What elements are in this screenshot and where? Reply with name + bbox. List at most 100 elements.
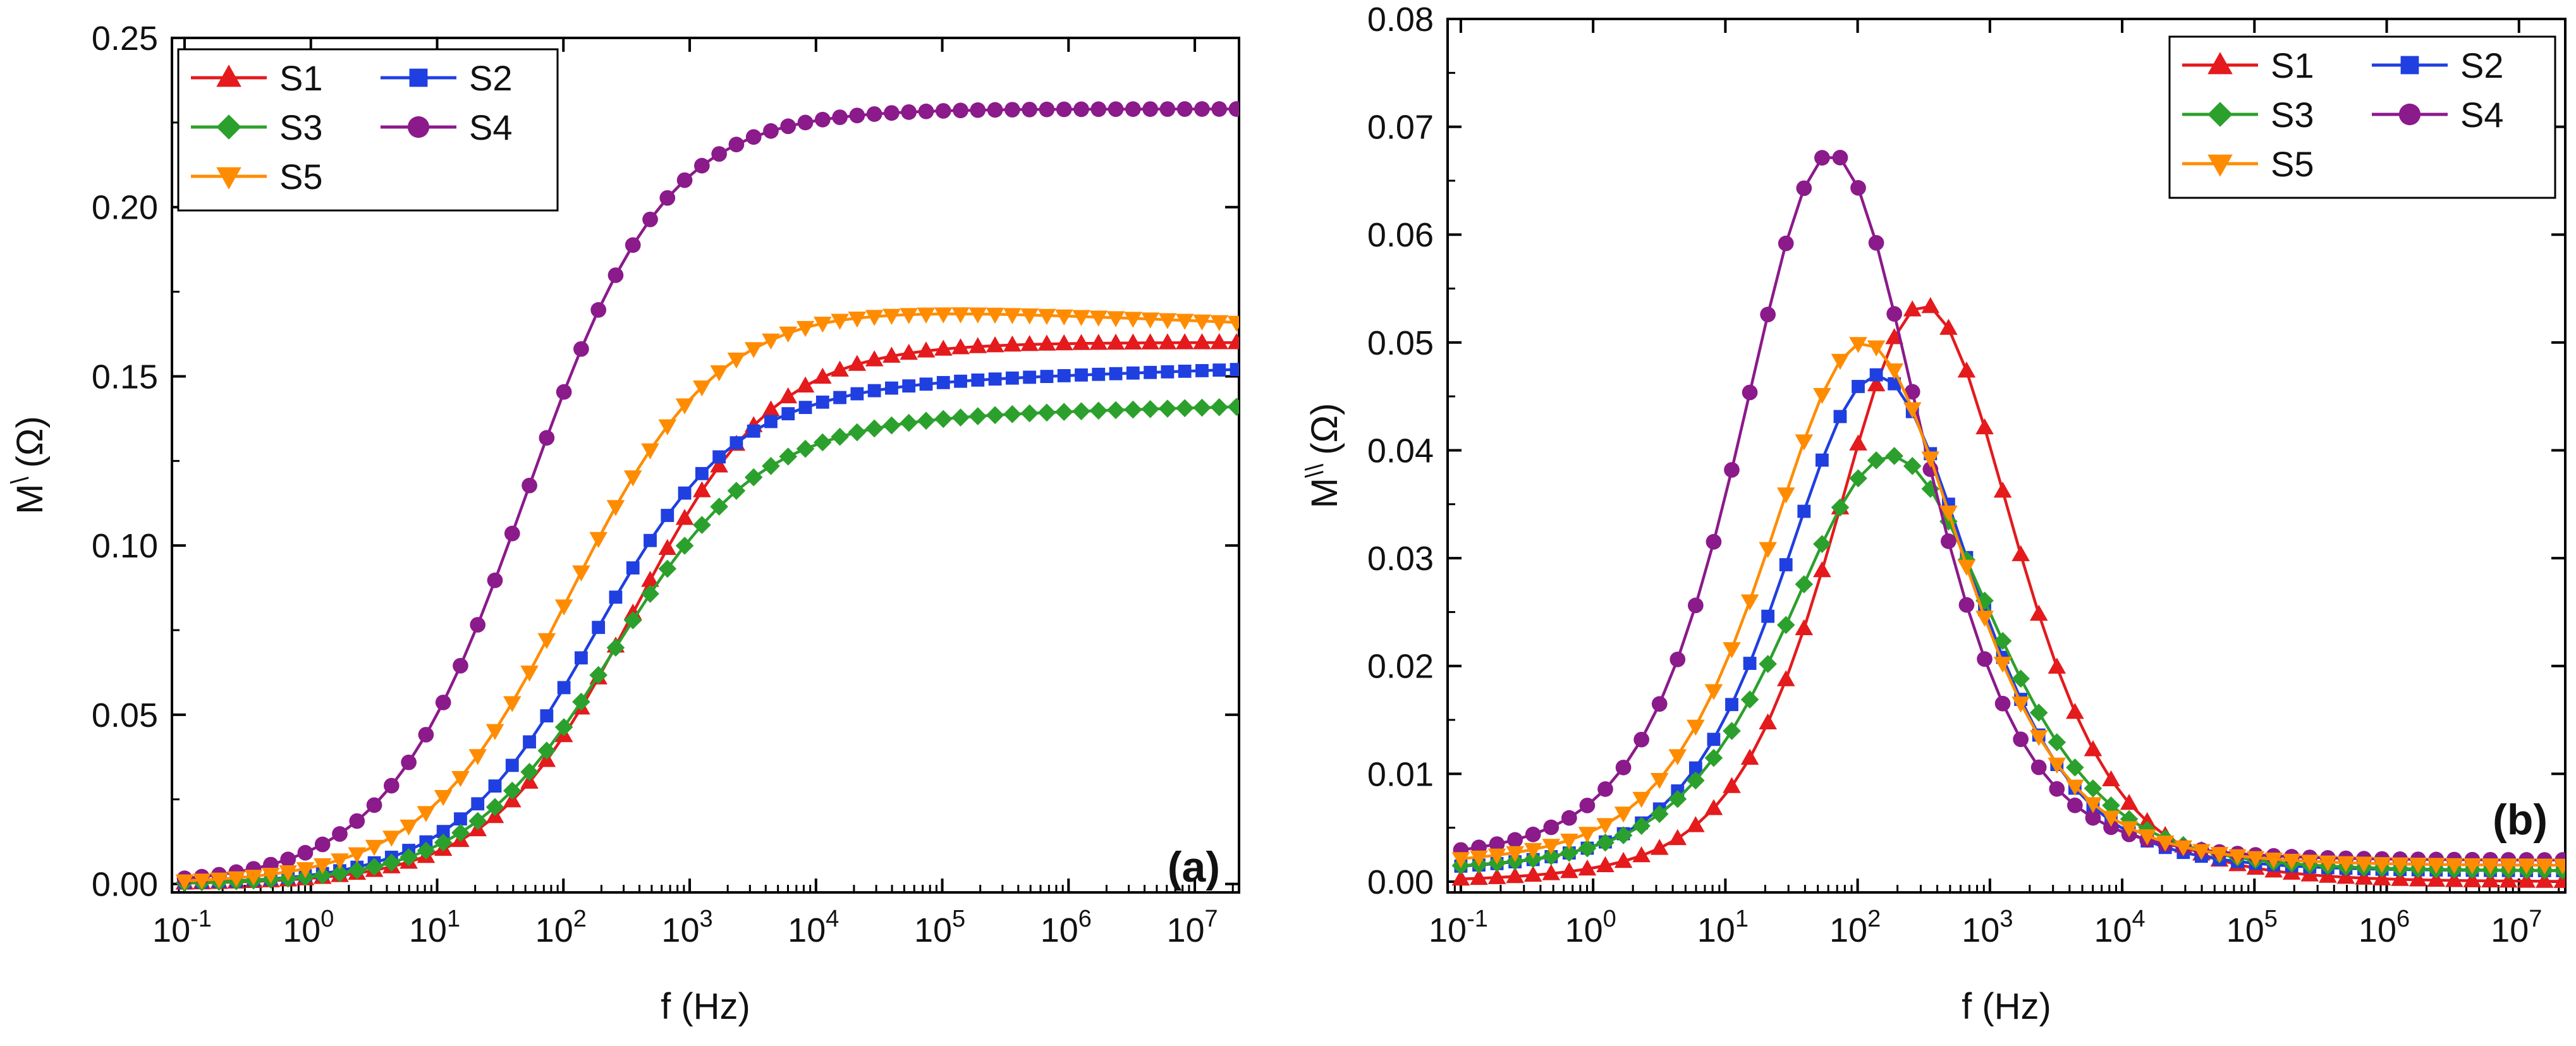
x-tick-label: 103 — [1962, 906, 2013, 949]
y-tick-label: 0.15 — [92, 358, 158, 396]
data-point-S2 — [574, 651, 588, 665]
x-tick-label: 107 — [1166, 906, 1218, 949]
data-point-S5 — [1975, 611, 1994, 627]
data-point-S4 — [1108, 101, 1124, 118]
data-point-S4 — [676, 172, 693, 188]
data-point-S4 — [625, 237, 641, 253]
x-tick-label: 105 — [914, 906, 965, 949]
data-point-S4 — [1597, 781, 1613, 797]
data-point-S5 — [2084, 797, 2103, 813]
data-point-S3 — [1813, 535, 1831, 554]
x-axis-label: f (Hz) — [661, 986, 750, 1027]
data-point-S3 — [727, 482, 746, 500]
data-point-S1 — [968, 337, 987, 353]
data-point-S3 — [779, 447, 798, 466]
data-point-S1 — [2499, 872, 2518, 888]
data-point-S5 — [2011, 696, 2030, 713]
data-point-S3 — [762, 456, 780, 475]
data-point-S1 — [900, 343, 919, 360]
data-point-S2 — [1852, 380, 1865, 393]
data-point-S4 — [1742, 384, 1758, 401]
series-S4 — [176, 101, 1239, 886]
data-point-S5 — [296, 862, 315, 879]
legend: S1 S2 S3 S4 S5 — [2168, 35, 2556, 199]
data-point-S4 — [814, 111, 831, 128]
data-point-S5 — [227, 871, 246, 888]
data-point-S4 — [849, 107, 865, 124]
data-point-S3 — [1003, 405, 1022, 423]
series-line-S2 — [1460, 373, 2563, 872]
data-point-S3 — [1795, 575, 1814, 593]
y-tick-label: 0.20 — [92, 189, 158, 227]
x-tick-label: 100 — [1565, 906, 1616, 949]
data-point-S4 — [1056, 101, 1072, 118]
data-point-S4 — [1994, 695, 2011, 712]
data-point-S4 — [1004, 102, 1020, 118]
data-point-S4 — [1850, 179, 1866, 196]
data-point-S2 — [729, 436, 743, 450]
data-point-S1 — [1487, 868, 1506, 884]
data-point-S1 — [831, 360, 849, 377]
data-point-S5 — [1795, 434, 1814, 451]
data-point-S4 — [1159, 101, 1176, 117]
data-point-S1 — [1776, 670, 1795, 686]
data-point-S3 — [365, 858, 384, 876]
x-axis: 10-1 100 101 102 103 104 105 106 107 — [152, 38, 1234, 949]
legend-label: S2 — [2460, 46, 2504, 85]
data-point-S2 — [1109, 367, 1123, 380]
data-point-S3 — [2084, 779, 2103, 798]
y-tick-label: 0.05 — [1367, 324, 1434, 362]
data-point-S2 — [712, 450, 726, 464]
series-line-S4 — [1460, 156, 2563, 861]
legend-swatch-marker — [216, 167, 241, 190]
data-point-S3 — [417, 841, 436, 860]
data-point-S4 — [1507, 832, 1523, 848]
data-point-S1 — [1759, 713, 1777, 729]
legend-item-S1: S1 — [191, 58, 323, 98]
data-point-S2 — [1869, 368, 1883, 382]
data-point-S4 — [918, 103, 934, 119]
data-point-S5 — [348, 847, 367, 864]
data-point-S2 — [454, 812, 467, 826]
data-point-S2 — [1040, 370, 1054, 384]
data-point-S3 — [1687, 771, 1705, 790]
data-point-S3 — [1650, 805, 1669, 824]
legend-item-S2: S2 — [2372, 46, 2504, 85]
data-point-S5 — [1089, 310, 1108, 327]
data-point-S5 — [1193, 314, 1211, 331]
data-point-S5 — [848, 311, 867, 328]
data-point-S3 — [1759, 655, 1777, 673]
data-point-S1 — [2011, 545, 2030, 561]
data-point-S1 — [779, 387, 798, 404]
data-point-S1 — [2029, 604, 2048, 621]
data-point-S3 — [1560, 844, 1578, 862]
data-point-S2 — [505, 758, 519, 772]
data-point-S5 — [313, 858, 332, 875]
data-point-S4 — [1958, 597, 1975, 613]
data-point-S2 — [850, 387, 864, 401]
data-point-S5 — [762, 333, 780, 350]
data-point-S3 — [1020, 404, 1039, 423]
data-point-S3 — [1072, 402, 1090, 421]
data-point-S1 — [1141, 333, 1159, 350]
legend-swatch-marker — [409, 68, 428, 87]
y-tick-label: 0.03 — [1367, 540, 1434, 578]
x-tick-label: 106 — [2359, 906, 2410, 949]
data-point-S3 — [503, 781, 522, 800]
legend-item-S5: S5 — [191, 157, 323, 197]
data-point-S4 — [953, 102, 968, 119]
data-point-S2 — [1743, 657, 1757, 670]
data-point-S3 — [485, 798, 504, 817]
data-point-S5 — [1885, 363, 1903, 380]
data-point-S1 — [2391, 870, 2409, 886]
data-point-S5 — [503, 696, 522, 712]
data-point-S3 — [1227, 398, 1239, 416]
data-point-S4 — [780, 118, 797, 135]
data-point-S4 — [1125, 101, 1141, 117]
data-point-S5 — [1632, 791, 1651, 808]
data-point-S5 — [1003, 308, 1022, 324]
data-point-S5 — [1614, 806, 1633, 823]
data-point-S4 — [1579, 798, 1596, 813]
data-point-S4 — [1561, 810, 1577, 826]
data-point-S1 — [934, 339, 953, 356]
